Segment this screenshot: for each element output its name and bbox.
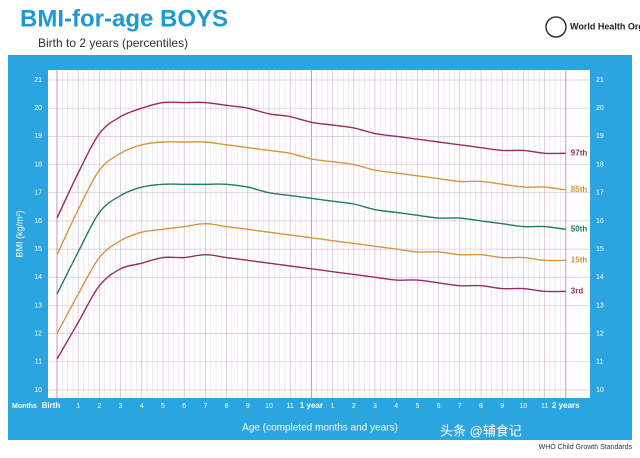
x-tick-label: 10	[520, 403, 528, 410]
x-axis-title: Age (completed months and years)	[242, 423, 398, 434]
x-tick-label: 4	[394, 403, 398, 410]
x-tick-label: 9	[246, 403, 250, 410]
x-tick-label: 4	[140, 403, 144, 410]
x-tick-label: 2	[97, 403, 101, 410]
percentile-line	[56, 141, 566, 256]
y-tick-label-right: 10	[596, 387, 604, 394]
x-tick-label: 2 years	[552, 401, 580, 410]
plot-area	[48, 70, 590, 398]
x-tick-label: 1	[331, 403, 335, 410]
y-tick-label-right: 15	[596, 246, 604, 253]
y-tick-label-right: 19	[596, 133, 604, 140]
y-axis-title: BMI (kg/m²)	[14, 211, 24, 258]
y-tick-label-right: 16	[596, 218, 604, 225]
series-label: 50th	[571, 224, 588, 233]
x-tick-label: 1	[76, 403, 80, 410]
y-tick-label: 15	[34, 246, 42, 253]
series-label: 3rd	[571, 286, 584, 295]
x-tick-label: 3	[119, 403, 123, 410]
x-tick-label: 5	[161, 403, 165, 410]
x-unit-label: Months	[12, 403, 37, 410]
y-tick-label-right: 14	[596, 274, 604, 281]
x-tick-label: 6	[182, 403, 186, 410]
x-tick-label: 1 year	[300, 401, 323, 410]
y-tick-label-right: 17	[596, 190, 604, 197]
x-tick-label: 5	[415, 403, 419, 410]
y-tick-label-right: 11	[596, 359, 603, 366]
y-tick-label: 20	[34, 105, 42, 112]
y-tick-label: 14	[34, 274, 42, 281]
x-tick-label: 7	[203, 403, 207, 410]
x-tick-label: 3	[373, 403, 377, 410]
chart-title: BMI-for-age BOYS	[20, 5, 228, 32]
percentile-line	[56, 183, 566, 295]
y-tick-label: 18	[34, 161, 42, 168]
series-label: 15th	[571, 255, 588, 264]
x-tick-label: 11	[287, 403, 294, 410]
chart-subtitle: Birth to 2 years (percentiles)	[38, 36, 188, 50]
organization: World Health Organization	[570, 21, 640, 31]
x-tick-label: 7	[458, 403, 462, 410]
y-tick-label-right: 13	[596, 302, 604, 309]
y-tick-label: 13	[34, 302, 42, 309]
y-tick-label-right: 20	[596, 105, 604, 112]
percentile-line	[56, 254, 566, 360]
x-tick-label: 8	[479, 403, 483, 410]
series-label: 97th	[571, 148, 588, 157]
x-tick-label: 11	[541, 403, 548, 410]
y-tick-label: 10	[34, 387, 42, 394]
y-tick-label: 17	[34, 190, 42, 197]
y-tick-label-right: 21	[596, 77, 604, 84]
x-tick-label: 8	[225, 403, 229, 410]
x-tick-label: 10	[265, 403, 273, 410]
footer: WHO Child Growth Standards	[539, 444, 633, 451]
y-tick-label: 21	[34, 77, 42, 84]
percentile-line	[56, 223, 566, 334]
series-label: 85th	[571, 185, 588, 194]
percentile-line	[56, 101, 566, 219]
x-tick-label: Birth	[42, 401, 61, 410]
x-tick-label: 9	[500, 403, 504, 410]
x-tick-label: 6	[437, 403, 441, 410]
y-tick-label: 16	[34, 218, 42, 225]
watermark: 头条 @辅食记	[440, 423, 522, 438]
who-logo	[545, 16, 567, 38]
y-tick-label-right: 18	[596, 161, 604, 168]
y-tick-label-right: 12	[596, 330, 604, 337]
y-tick-label: 19	[34, 133, 42, 140]
x-tick-label: 2	[352, 403, 356, 410]
y-tick-label: 12	[34, 330, 42, 337]
y-tick-label: 11	[35, 359, 42, 366]
